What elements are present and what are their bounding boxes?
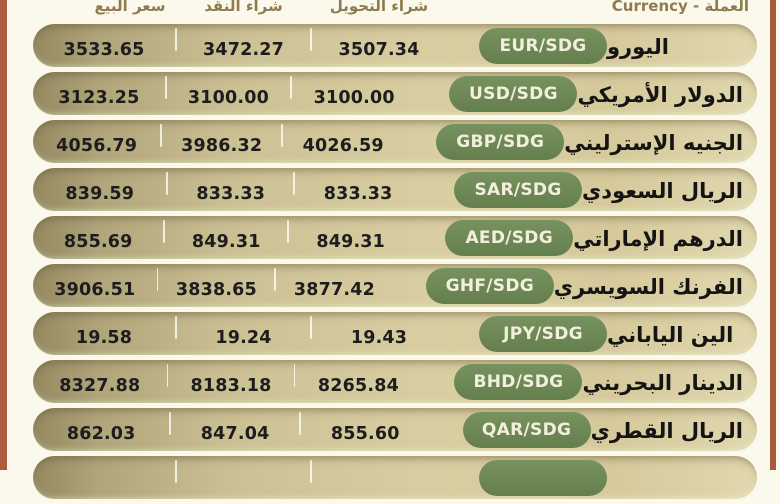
cash-buy-value: 849.31 — [191, 232, 261, 252]
column-divider — [310, 28, 312, 51]
column-divider — [299, 412, 301, 435]
currency-name: الريال السعودي — [582, 178, 743, 203]
transfer-buy-value: 855.60 — [330, 424, 400, 444]
sell-price-value: 19.58 — [75, 328, 133, 348]
column-divider — [290, 76, 293, 99]
column-divider — [310, 316, 312, 339]
sell-price-value: 862.03 — [66, 424, 136, 444]
transfer-buy-value: 19.43 — [350, 328, 408, 348]
currency-pair-badge: EUR/SDG — [479, 27, 607, 64]
column-divider — [293, 172, 296, 195]
currency-row — [33, 456, 757, 499]
column-divider — [166, 364, 169, 387]
currency-name: الين الياباني — [607, 322, 734, 347]
right-frame-stripe — [770, 0, 776, 470]
currency-row: 839.59 833.33 833.33 SAR/SDG الريال السع… — [33, 168, 757, 211]
header-transfer-buy: شراء التحويل — [329, 0, 429, 15]
currency-row: 855.69 849.31 849.31 AED/SDG الدرهم الإم… — [33, 216, 757, 259]
table-header: سعر البيع شراء النقد شراء التحويل العملة… — [33, 0, 757, 24]
currency-row: 4056.79 3986.32 4026.59 GBP/SDG الجنيه ا… — [33, 120, 757, 163]
cash-buy-value: 19.24 — [215, 328, 272, 348]
transfer-buy-value: 3100.00 — [313, 88, 395, 108]
cash-buy-value: 847.04 — [200, 424, 270, 444]
column-divider — [156, 268, 159, 291]
column-divider — [175, 316, 177, 339]
transfer-buy-value: 3507.34 — [338, 40, 420, 60]
sell-price-value: 855.69 — [63, 232, 133, 252]
column-divider — [274, 268, 277, 291]
currency-name: الدينار البحريني — [582, 370, 743, 395]
column-divider — [164, 76, 167, 99]
currency-pair-badge: GBP/SDG — [436, 123, 565, 160]
header-cash-buy: شراء النقد — [204, 0, 283, 15]
left-frame-stripe — [0, 0, 7, 470]
transfer-buy-value — [312, 473, 446, 482]
cash-buy-value: 3472.27 — [202, 40, 285, 60]
column-divider — [169, 412, 172, 435]
currency-name: الريال القطري — [590, 418, 744, 443]
transfer-buy-value: 833.33 — [323, 184, 393, 204]
currency-pair-badge: AED/SDG — [445, 219, 574, 256]
currency-row: 3906.51 3838.65 3877.42 GHF/SDG الفرنك ا… — [33, 264, 757, 307]
transfer-buy-value: 4026.59 — [302, 136, 384, 156]
currency-row: 3533.65 3472.27 3507.34 EUR/SDG اليورو — [33, 24, 757, 67]
cash-buy-value — [177, 473, 310, 482]
column-divider — [281, 124, 284, 147]
currency-pair-badge: BHD/SDG — [454, 363, 583, 400]
transfer-buy-value: 8265.84 — [317, 376, 400, 396]
currency-row: 862.03 847.04 855.60 QAR/SDG الريال القط… — [33, 408, 757, 451]
currency-name: الفرنك السويسري — [553, 274, 743, 299]
column-divider — [293, 364, 296, 387]
column-divider — [175, 28, 177, 51]
sell-price-value: 3906.51 — [54, 280, 136, 300]
currency-row: 3123.25 3100.00 3100.00 USD/SDG الدولار … — [33, 72, 757, 115]
currency-pair-badge: GHF/SDG — [425, 267, 554, 304]
column-divider — [287, 220, 290, 243]
cash-buy-value: 3100.00 — [187, 88, 269, 108]
sell-price-value: 4056.79 — [56, 136, 138, 156]
cash-buy-value: 3838.65 — [175, 280, 257, 300]
cash-buy-value: 833.33 — [196, 184, 266, 204]
currency-name: اليورو — [607, 34, 669, 59]
sell-price-value: 3533.65 — [63, 40, 145, 60]
sell-price-value: 839.59 — [65, 184, 135, 204]
transfer-buy-value: 3877.42 — [293, 280, 375, 300]
exchange-rate-board: سعر البيع شراء النقد شراء التحويل العملة… — [33, 0, 757, 504]
sell-price-value: 3123.25 — [58, 88, 140, 108]
currency-pair-badge: JPY/SDG — [479, 315, 607, 352]
currency-pair-badge: QAR/SDG — [462, 411, 591, 448]
currency-pair-badge: USD/SDG — [449, 75, 578, 112]
currency-name: الجنيه الإسترليني — [564, 130, 744, 155]
currency-name — [607, 477, 757, 479]
column-divider — [160, 124, 163, 147]
currency-row: 19.58 19.24 19.43 JPY/SDG الين الياباني — [33, 312, 757, 355]
sell-price-value: 8327.88 — [59, 376, 141, 396]
column-divider — [166, 172, 169, 195]
transfer-buy-value: 849.31 — [316, 232, 386, 252]
cash-buy-value: 3986.32 — [181, 136, 263, 156]
currency-row: 8327.88 8183.18 8265.84 BHD/SDG الدينار … — [33, 360, 757, 403]
header-currency: العملة - Currency — [611, 0, 749, 15]
sell-price-value — [33, 473, 175, 482]
currency-pair-badge: SAR/SDG — [454, 171, 583, 208]
currency-pair-badge — [479, 459, 607, 496]
rates-table-body: 3533.65 3472.27 3507.34 EUR/SDG اليورو 3… — [33, 24, 757, 499]
column-divider — [163, 220, 166, 243]
currency-name: الدولار الأمريكي — [577, 82, 743, 107]
currency-name: الدرهم الإماراتي — [573, 226, 743, 251]
header-sell-price: سعر البيع — [94, 0, 166, 15]
cash-buy-value: 8183.18 — [190, 376, 272, 396]
